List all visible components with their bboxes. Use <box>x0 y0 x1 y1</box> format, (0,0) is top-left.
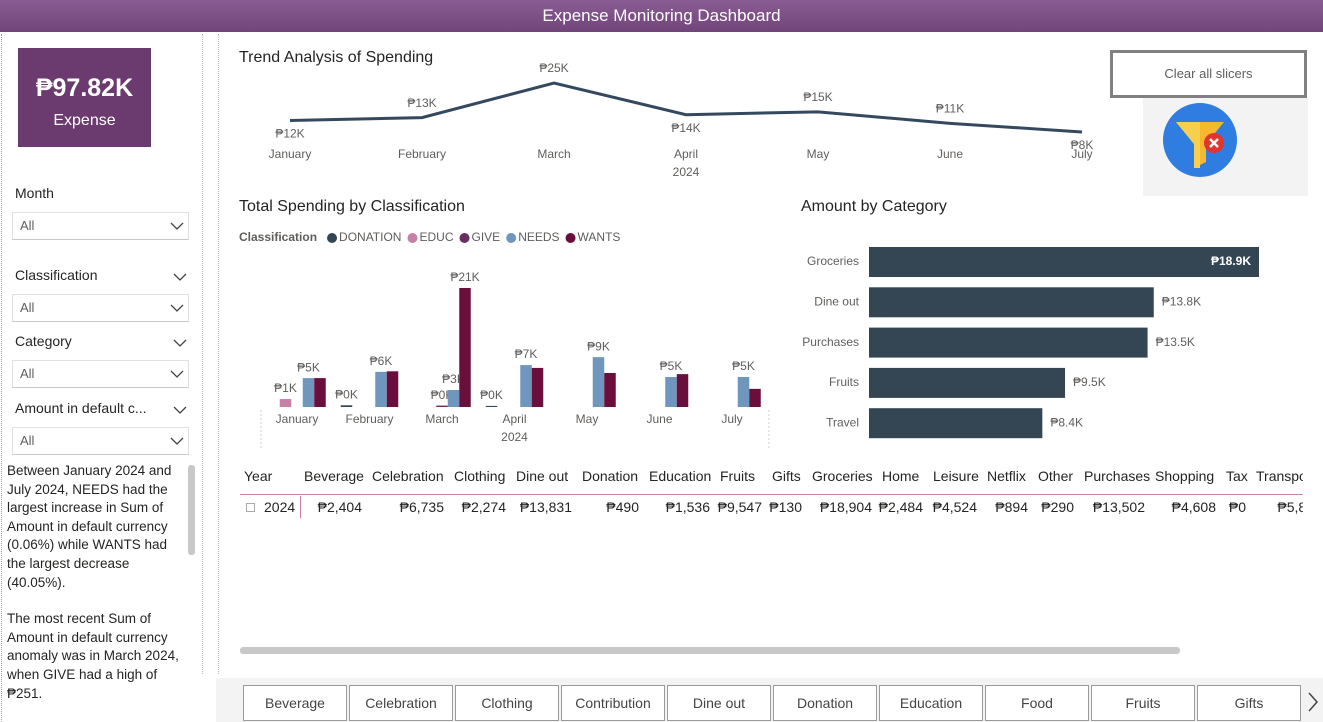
table-cell: ₱894 <box>995 499 1028 515</box>
table-cell: ₱2,484 <box>878 499 923 515</box>
column-header: Transpo <box>1256 468 1303 484</box>
table-cell: ₱18,904 <box>819 499 872 515</box>
chevron[interactable] <box>173 272 187 282</box>
tab-button[interactable]: Celebration <box>349 685 453 721</box>
table-cell: 2024 <box>264 499 296 515</box>
kpi-card: ₱97.82K Expense <box>18 48 151 147</box>
chevron-path <box>173 339 187 347</box>
column-header: Purchases <box>1084 468 1151 484</box>
column-header: Shopping <box>1155 468 1215 484</box>
table-cell: ₱290 <box>1041 499 1074 515</box>
kpi-value: ₱97.82K <box>35 74 134 102</box>
chevron-path <box>170 370 184 378</box>
chevron-path <box>170 222 184 230</box>
tab-button[interactable]: Donation <box>773 685 877 721</box>
chevron-path <box>173 406 187 414</box>
table-cell: ₱2,274 <box>461 499 506 515</box>
chevron[interactable] <box>173 405 187 415</box>
narrative-paragraph: The most recent Sum of Amount in default… <box>7 611 179 701</box>
table-cell: ₱4,524 <box>932 499 977 515</box>
left-divider <box>1 34 2 722</box>
table-cell: ₱2,404 <box>317 499 362 515</box>
slicer-label: Month <box>15 185 54 201</box>
chevron[interactable] <box>173 338 187 348</box>
tab-button[interactable]: Dine out <box>667 685 771 721</box>
table-cell: ₱4,608 <box>1171 499 1216 515</box>
header: Expense Monitoring Dashboard <box>0 0 1323 32</box>
tab-button[interactable]: Fruits <box>1091 685 1195 721</box>
matrix-table: Year Beverage Celebration Clothing Dine out D… <box>240 462 1303 532</box>
chevron-path <box>173 273 187 281</box>
arrow <box>1308 692 1319 712</box>
chevron-path <box>170 437 184 445</box>
clear-filter-icon[interactable] <box>1162 102 1238 178</box>
narrative-paragraph: Between January 2024 and July 2024, NEED… <box>7 463 172 590</box>
table-cell: ₱490 <box>606 499 639 515</box>
column-header: Gifts <box>772 468 801 484</box>
table-cell: ₱130 <box>769 499 802 515</box>
chevron[interactable] <box>170 303 184 313</box>
scrollbar <box>188 465 195 555</box>
tab-button[interactable]: Food <box>985 685 1089 721</box>
header-rule <box>240 494 1303 495</box>
icon-funnel-light <box>1176 122 1200 168</box>
tab-button[interactable]: Contribution <box>561 685 665 721</box>
column-header: Home <box>882 468 920 484</box>
slicer-label: Amount in default c... <box>15 400 147 416</box>
kpi-label: Expense <box>53 112 116 129</box>
column-header: Netflix <box>987 468 1026 484</box>
clear-slicers-button[interactable]: Clear all slicers <box>1110 50 1307 98</box>
slicer-dropdown[interactable]: All <box>12 212 189 240</box>
column-header: Beverage <box>304 468 364 484</box>
column-header: Year <box>244 468 273 484</box>
chevron[interactable] <box>170 436 184 446</box>
table-scrollbar <box>240 647 1180 654</box>
table-cell: ₱13,831 <box>519 499 572 515</box>
smart-narrative: Between January 2024 and July 2024, NEED… <box>0 462 200 722</box>
slicer-dropdown[interactable]: All <box>12 427 189 455</box>
column-header: Groceries <box>812 468 873 484</box>
slicer-label: Category <box>15 333 72 349</box>
chevron-path <box>170 304 184 312</box>
column-header: Dine out <box>516 468 569 484</box>
chevron[interactable] <box>170 221 184 231</box>
slicer-label: Classification <box>15 267 98 283</box>
chevron[interactable] <box>170 369 184 379</box>
table-cell: ₱13,502 <box>1092 499 1145 515</box>
table-cell: ₱6,735 <box>399 499 444 515</box>
tab-button[interactable]: Clothing <box>455 685 559 721</box>
column-header: Fruits <box>720 468 755 484</box>
table-cell: ₱5,85 <box>1277 499 1303 515</box>
slicer-dropdown[interactable]: All <box>12 360 189 388</box>
grid-dots <box>202 34 203 674</box>
table-cell: ₱9,547 <box>717 499 762 515</box>
tab-next-arrow[interactable] <box>1306 690 1320 714</box>
column-header: Leisure <box>933 468 979 484</box>
slicer-dropdown[interactable]: All <box>12 294 189 322</box>
tab-button[interactable]: Beverage <box>243 685 347 721</box>
tab-button[interactable]: Education <box>879 685 983 721</box>
column-header: Other <box>1038 468 1074 484</box>
icon-x <box>1209 138 1219 148</box>
row-divider <box>300 496 301 518</box>
column-header: Donation <box>582 468 639 484</box>
column-header: Celebration <box>372 468 444 484</box>
tab-button[interactable]: Gifts <box>1197 685 1301 721</box>
column-header: Education <box>649 468 712 484</box>
grid-dots <box>218 34 219 674</box>
table-cell: ₱0 <box>1228 499 1246 515</box>
column-header: Clothing <box>454 468 506 484</box>
column-header: Tax <box>1226 468 1248 484</box>
expand-icon[interactable] <box>246 503 255 512</box>
table-cell: ₱1,536 <box>665 499 710 515</box>
